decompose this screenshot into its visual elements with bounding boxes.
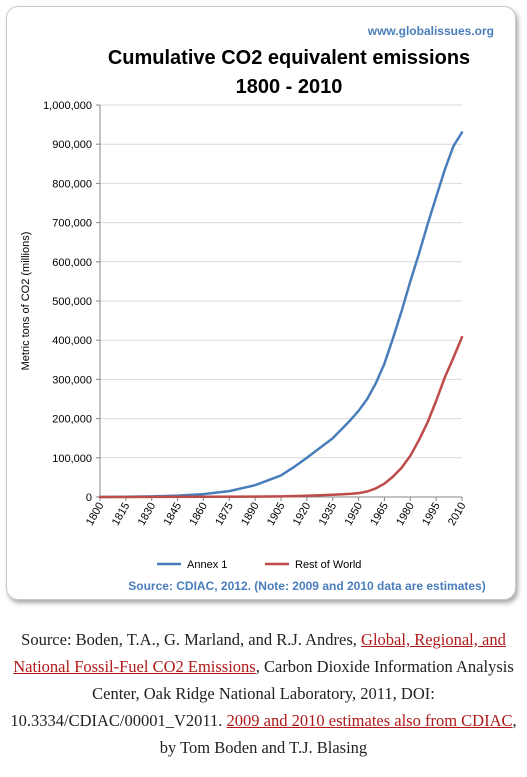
x-tick-label: 1800 [84, 501, 107, 528]
source-caption: Source: Boden, T.A., G. Marland, and R.J… [10, 626, 517, 761]
chart-card: www.globalissues.org Cumulative CO2 equi… [6, 6, 516, 600]
x-tick-label: 1860 [187, 501, 210, 528]
x-tick-label: 1890 [239, 501, 262, 528]
y-tick-label: 200,000 [52, 414, 92, 426]
x-tick-label: 1815 [110, 501, 133, 528]
y-tick-label: 900,000 [52, 139, 92, 151]
x-tick-label: 1980 [394, 501, 417, 528]
x-tick-label: 1950 [343, 501, 366, 528]
x-tick-label: 2010 [446, 501, 469, 528]
y-tick-label: 800,000 [52, 178, 92, 190]
series-line-annex-1 [98, 131, 464, 499]
x-tick-label: 1830 [136, 501, 159, 528]
x-tick-label: 1995 [420, 501, 443, 528]
chart: www.globalissues.org Cumulative CO2 equi… [20, 24, 494, 593]
x-tick-label: 1920 [291, 501, 314, 528]
y-tick-label: 300,000 [52, 374, 92, 386]
caption-middle: , Carbon Dioxide Information Analysis Ce… [10, 657, 514, 730]
cdiac-estimates-link[interactable]: 2009 and 2010 estimates also from CDIAC [226, 711, 513, 730]
y-tick-label: 1,000,000 [43, 100, 92, 112]
x-tick-label: 1875 [213, 501, 236, 528]
chart-title-line1: Cumulative CO2 equivalent emissions [108, 47, 470, 69]
site-watermark: www.globalissues.org [367, 24, 494, 38]
y-tick-label: 100,000 [52, 453, 92, 465]
y-tick-label: 500,000 [52, 296, 92, 308]
x-tick-label: 1905 [265, 501, 288, 528]
legend-label: Annex 1 [187, 559, 227, 571]
series-line-rest-of-world [98, 335, 464, 499]
y-tick-label: 600,000 [52, 257, 92, 269]
x-tick-label: 1965 [368, 501, 391, 528]
x-tick-label: 1935 [317, 501, 340, 528]
cdiac-emissions-link[interactable]: Global, Regional, and National Fossil-Fu… [13, 630, 506, 676]
y-axis-label: Metric tons of CO2 (millions) [20, 232, 32, 371]
y-tick-label: 400,000 [52, 335, 92, 347]
caption-suffix: , by Tom Boden and T.J. Blasing [159, 711, 517, 757]
legend-label: Rest of World [295, 559, 361, 571]
x-tick-label: 1845 [162, 501, 185, 528]
chart-title-line2: 1800 - 2010 [236, 76, 343, 98]
y-tick-label: 0 [86, 492, 92, 504]
caption-prefix: Source: Boden, T.A., G. Marland, and R.J… [21, 630, 362, 649]
y-tick-label: 700,000 [52, 218, 92, 230]
source-note: Source: CDIAC, 2012. (Note: 2009 and 201… [128, 579, 485, 593]
